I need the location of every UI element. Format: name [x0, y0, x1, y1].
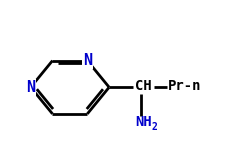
Text: N: N	[26, 80, 35, 95]
Text: Pr-n: Pr-n	[168, 79, 202, 93]
Text: N: N	[83, 53, 92, 68]
Text: CH: CH	[135, 79, 152, 93]
Text: 2: 2	[151, 122, 157, 132]
Text: NH: NH	[135, 115, 152, 129]
